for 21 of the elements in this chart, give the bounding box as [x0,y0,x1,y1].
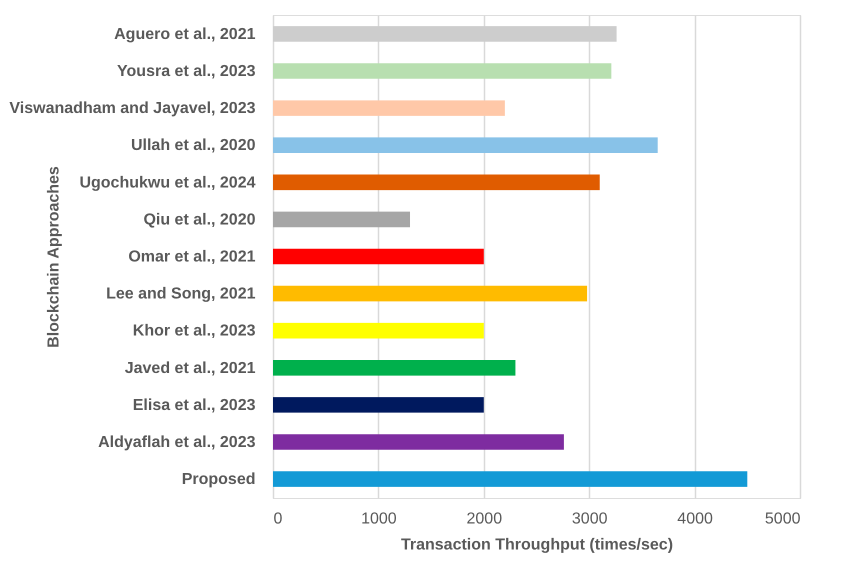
y-tick-label: Elisa et al., 2023 [132,396,256,414]
y-tick-label: Yousra et al., 2023 [117,63,256,80]
y-axis-title: Blockchain Approaches [46,166,62,348]
y-tick-label: Aguero et al., 2021 [114,26,256,43]
x-tick-label: 0 [274,510,282,528]
y-tick-label: Ugochukwu et al., 2024 [79,174,256,192]
y-tick-label: Omar et al., 2021 [128,248,256,266]
y-tick-label: Qiu et al., 2020 [143,211,256,228]
x-tick-label: 1000 [361,510,397,528]
x-tick-label: 3000 [572,510,608,528]
y-tick-label: Javed et al., 2021 [124,360,256,377]
x-tick-label: 5000 [764,510,801,528]
x-axis-title: Transaction Throughput (times/sec) [400,536,674,554]
y-tick-label: Khor et al., 2023 [132,322,256,340]
y-tick-label: Viswanadham and Jayavel, 2023 [9,100,256,118]
y-tick-label: Ullah et al., 2020 [130,137,256,154]
x-tick-label: 2000 [466,510,502,528]
x-tick-label: 4000 [677,510,713,528]
y-tick-label: Proposed [182,471,256,488]
y-tick-label: Aldyaflah et al., 2023 [98,434,256,451]
y-tick-label: Lee and Song, 2021 [106,286,256,303]
